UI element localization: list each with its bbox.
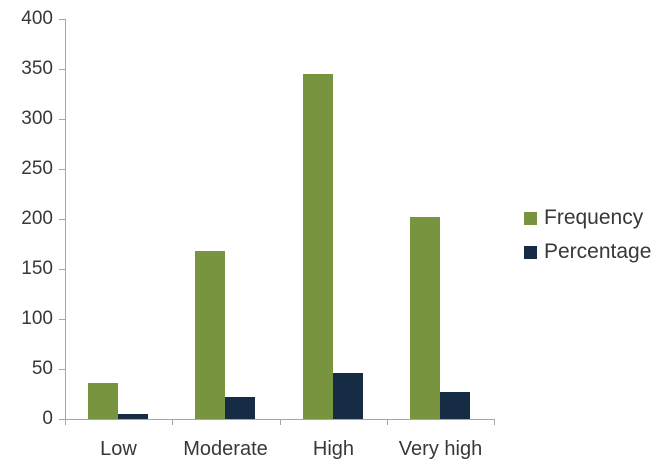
legend-label: Frequency [544, 206, 644, 229]
y-tick-label: 400 [21, 8, 53, 29]
y-tick-label: 50 [31, 358, 53, 379]
legend: Frequency Percentage [524, 207, 651, 275]
frequency-swatch-icon [524, 211, 537, 225]
y-tick-mark [59, 219, 65, 220]
legend-label: Percentage [544, 240, 652, 263]
y-tick-mark [59, 419, 65, 420]
y-tick-mark [59, 319, 65, 320]
x-tick-mark [280, 420, 281, 425]
y-tick-label: 300 [21, 108, 53, 129]
y-tick-mark [59, 369, 65, 370]
bar-frequency-high [303, 74, 333, 419]
y-tick-mark [59, 119, 65, 120]
x-tick-mark [172, 420, 173, 425]
bar-frequency-very-high [410, 217, 440, 419]
x-axis-line [65, 419, 495, 420]
bar-percentage-low [118, 414, 148, 419]
x-tick-mark [494, 420, 495, 425]
category-label: Very high [398, 438, 483, 460]
y-tick-mark [59, 19, 65, 20]
bar-percentage-very-high [440, 392, 470, 419]
bar-frequency-moderate [195, 251, 225, 419]
y-axis-line [65, 19, 66, 420]
percentage-swatch-icon [524, 245, 537, 259]
y-tick-label: 100 [21, 308, 53, 329]
y-tick-mark [59, 269, 65, 270]
y-tick-label: 200 [21, 208, 53, 229]
x-tick-mark [65, 420, 66, 425]
y-tick-label: 150 [21, 258, 53, 279]
category-label: Moderate [183, 438, 268, 460]
y-tick-mark [59, 69, 65, 70]
category-label: Low [100, 438, 137, 460]
category-label: High [312, 438, 355, 460]
bar-percentage-moderate [225, 397, 255, 419]
y-tick-label: 0 [42, 408, 53, 429]
y-tick-label: 350 [21, 58, 53, 79]
bar-percentage-high [333, 373, 363, 419]
y-tick-mark [59, 169, 65, 170]
bar-frequency-low [88, 383, 118, 419]
legend-item-percentage: Percentage [524, 241, 651, 263]
y-tick-label: 250 [21, 158, 53, 179]
legend-item-frequency: Frequency [524, 207, 651, 229]
x-tick-mark [387, 420, 388, 425]
